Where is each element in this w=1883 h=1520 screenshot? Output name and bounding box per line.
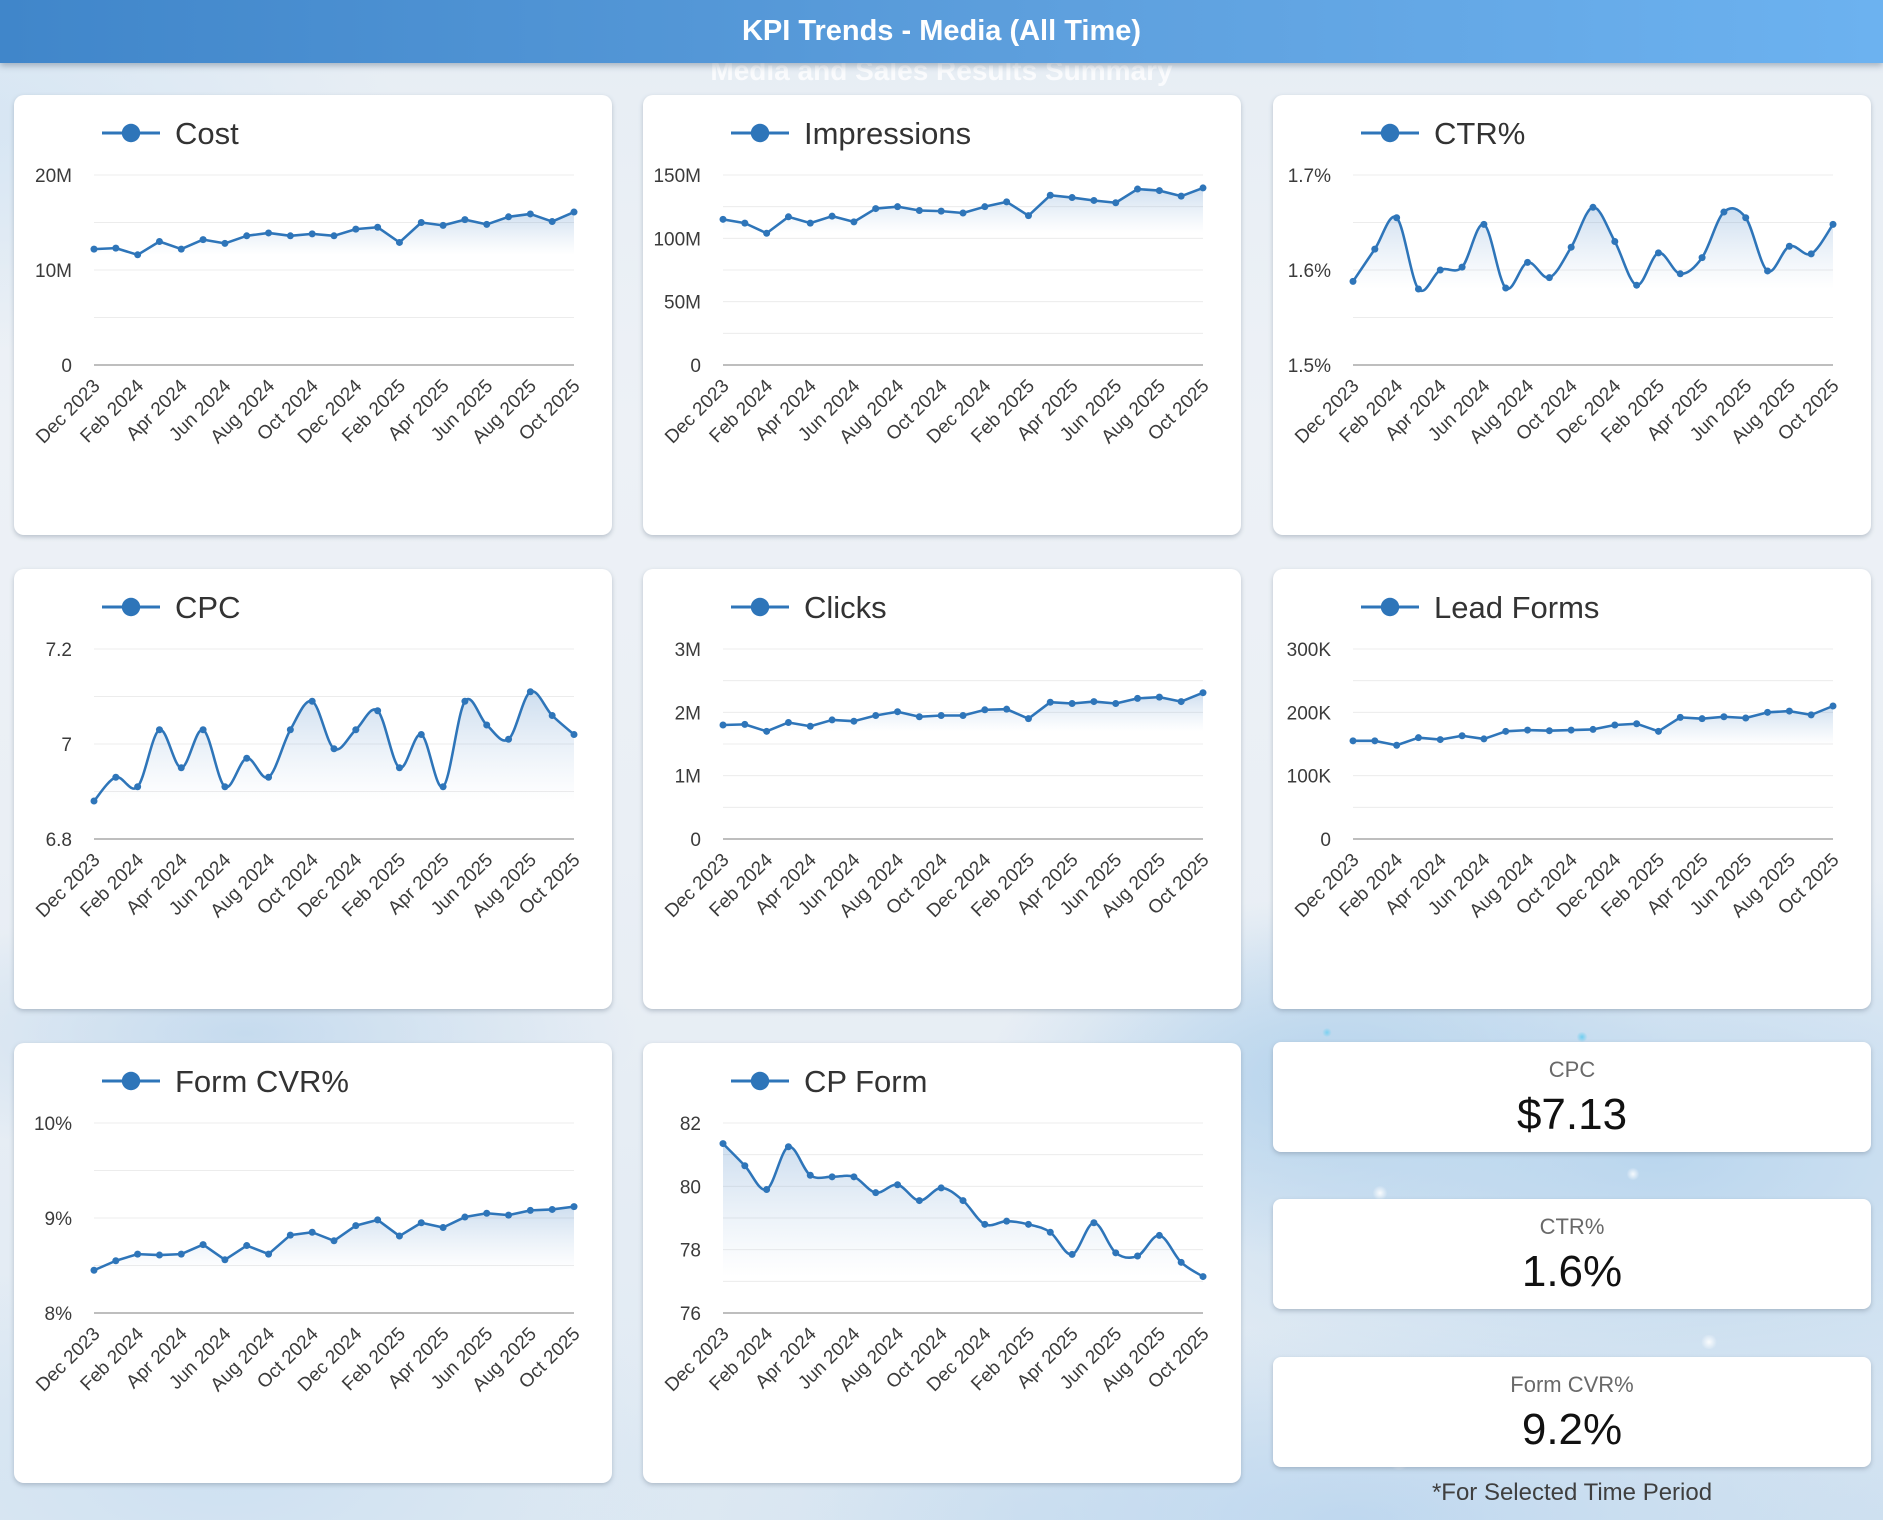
svg-text:CP Form: CP Form [804, 1064, 927, 1099]
svg-text:Lead Forms: Lead Forms [1434, 590, 1599, 625]
svg-text:100K: 100K [1287, 767, 1332, 788]
svg-text:1.7%: 1.7% [1288, 166, 1331, 187]
svg-text:2M: 2M [675, 703, 701, 724]
svg-text:Impressions: Impressions [804, 116, 971, 151]
svg-text:150M: 150M [653, 166, 701, 187]
svg-text:CPC: CPC [175, 590, 240, 625]
svg-text:9%: 9% [45, 1209, 73, 1230]
svg-text:80: 80 [680, 1177, 701, 1198]
svg-text:200K: 200K [1287, 703, 1332, 724]
svg-text:50M: 50M [664, 293, 701, 314]
svg-text:0: 0 [1320, 830, 1331, 851]
svg-text:3M: 3M [675, 640, 701, 661]
svg-text:1.6%: 1.6% [1288, 261, 1331, 282]
svg-text:Cost: Cost [175, 116, 239, 151]
svg-text:300K: 300K [1287, 640, 1332, 661]
svg-text:7: 7 [61, 735, 72, 756]
svg-text:20M: 20M [35, 166, 72, 187]
svg-text:8%: 8% [45, 1304, 73, 1325]
svg-text:10%: 10% [34, 1114, 72, 1135]
svg-text:6.8: 6.8 [46, 830, 72, 851]
svg-text:76: 76 [680, 1304, 701, 1325]
svg-text:0: 0 [690, 830, 701, 851]
svg-text:7.2: 7.2 [46, 640, 72, 661]
svg-text:0: 0 [61, 356, 72, 377]
svg-text:78: 78 [680, 1241, 701, 1262]
svg-text:1M: 1M [675, 767, 701, 788]
svg-text:Form CVR%: Form CVR% [175, 1064, 349, 1099]
svg-text:100M: 100M [653, 229, 701, 250]
svg-text:Clicks: Clicks [804, 590, 887, 625]
svg-text:82: 82 [680, 1114, 701, 1135]
svg-text:1.5%: 1.5% [1288, 356, 1331, 377]
svg-text:10M: 10M [35, 261, 72, 282]
svg-text:0: 0 [690, 356, 701, 377]
svg-text:CTR%: CTR% [1434, 116, 1525, 151]
